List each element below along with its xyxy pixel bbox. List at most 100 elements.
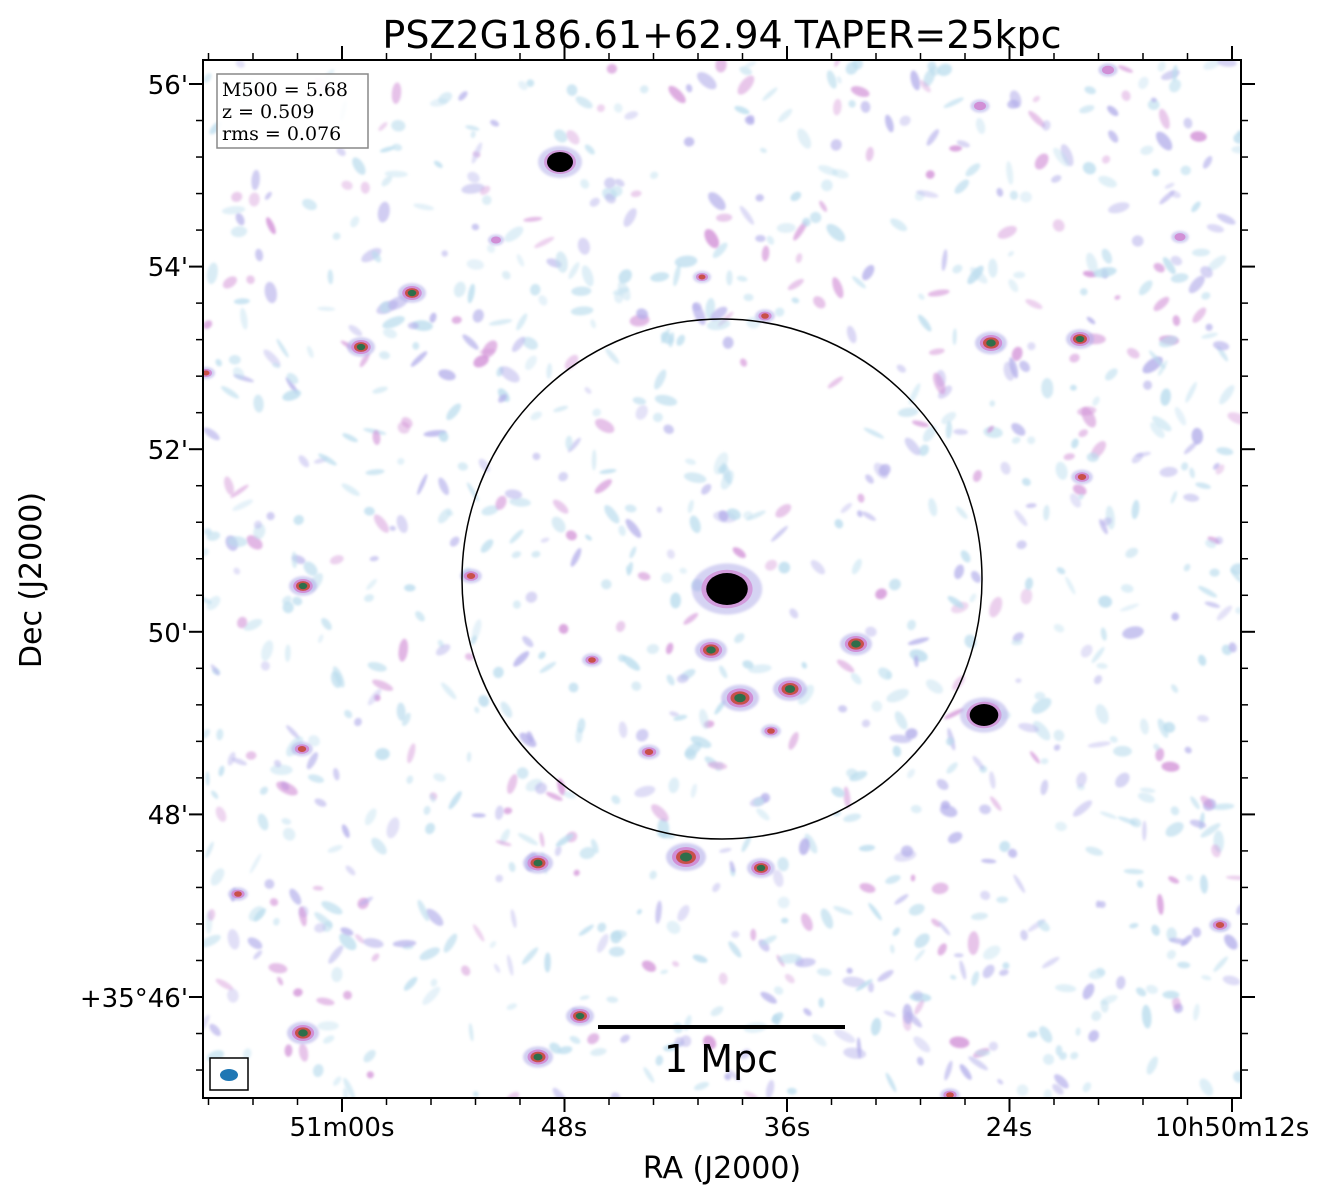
noise-blob [530,411,542,421]
noise-blob [1115,772,1130,788]
noise-blob [539,832,545,848]
noise-blob [245,751,257,760]
noise-blob [936,779,949,790]
noise-blob [529,283,541,296]
noise-blob [1027,342,1036,351]
noise-blob [784,973,795,984]
noise-blob [1034,691,1046,701]
noise-blob [516,254,525,267]
noise-blob [1157,718,1169,738]
noise-blob [1019,191,1032,203]
noise-blob [907,637,930,645]
noise-blob [1002,962,1010,970]
noise-blob [1158,108,1170,130]
noise-blob [885,875,901,884]
noise-blob [273,917,280,926]
noise-blob [1072,800,1093,817]
noise-blob [614,178,625,187]
noise-blob [1069,353,1080,363]
noise-blob [523,216,543,222]
noise-blob [905,728,918,740]
noise-blob [842,976,866,988]
scale-bar-label: 1 Mpc [664,1037,778,1081]
noise-blob [1076,772,1087,787]
noise-blob [812,1033,827,1047]
noise-blob [987,425,994,433]
noise-blob [366,1071,374,1079]
noise-blob [473,1091,479,1098]
noise-blob [727,1069,741,1082]
noise-blob [472,309,484,323]
noise-blob [703,1035,717,1050]
noise-blob [220,386,240,399]
noise-blob [1012,632,1024,642]
noise-blob [507,774,518,794]
noise-blob [894,894,909,905]
noise-blob [1021,477,1031,486]
noise-blob [833,98,842,116]
noise-blob [203,73,212,83]
noise-blob [512,600,521,609]
noise-blob [461,183,485,194]
noise-blob [1072,484,1087,496]
noise-blob [1172,315,1181,327]
noise-blob [946,762,958,774]
noise-blob [910,874,916,882]
radio-source [959,697,1009,733]
noise-blob [276,338,289,358]
noise-blob [333,1076,342,1086]
noise-blob [575,96,593,109]
noise-blob [775,504,792,518]
noise-blob [1153,296,1170,312]
radio-source [460,568,482,584]
noise-blob [713,452,729,475]
noise-blob [481,505,499,516]
noise-blob [855,979,873,991]
noise-blob [281,818,292,825]
noise-blob [1043,1053,1055,1065]
noise-blob [1146,1056,1158,1075]
noise-blob [578,924,594,936]
noise-blob [423,805,431,815]
noise-blob [945,737,954,746]
noise-blob [765,559,778,571]
noise-blob [1031,697,1052,714]
radio-source [287,1021,319,1045]
noise-blob [884,114,894,133]
noise-blob [306,752,318,770]
noise-blob [996,187,1004,197]
image-area[interactable] [196,54,1249,1107]
radio-source [582,653,602,667]
noise-blob [724,1073,732,1081]
noise-blob [1159,466,1178,477]
noise-blob [683,136,695,147]
noise-blob [1100,994,1118,1005]
noise-blob [318,453,337,466]
noise-blob [996,896,1009,904]
noise-blob [340,927,354,936]
noise-blob [253,394,264,413]
noise-blob [1171,684,1179,693]
noise-blob [384,170,408,178]
noise-blob [949,1036,970,1049]
noise-blob [1191,248,1211,257]
noise-blob [332,666,345,688]
noise-blob [403,976,418,991]
noise-blob [710,306,728,321]
noise-blob [969,593,977,603]
noise-blob [689,515,701,534]
noise-blob [203,320,213,329]
noise-blob [661,327,670,344]
radio-source [566,1006,594,1026]
noise-blob [539,661,557,673]
noise-blob [1135,451,1152,458]
noise-blob [1060,144,1074,167]
noise-blob [522,336,538,350]
noise-blob [243,618,263,631]
noise-blob [437,508,452,524]
noise-blob [750,928,757,941]
noise-blob [568,682,579,693]
noise-blob [1024,577,1034,590]
noise-blob [797,128,812,149]
